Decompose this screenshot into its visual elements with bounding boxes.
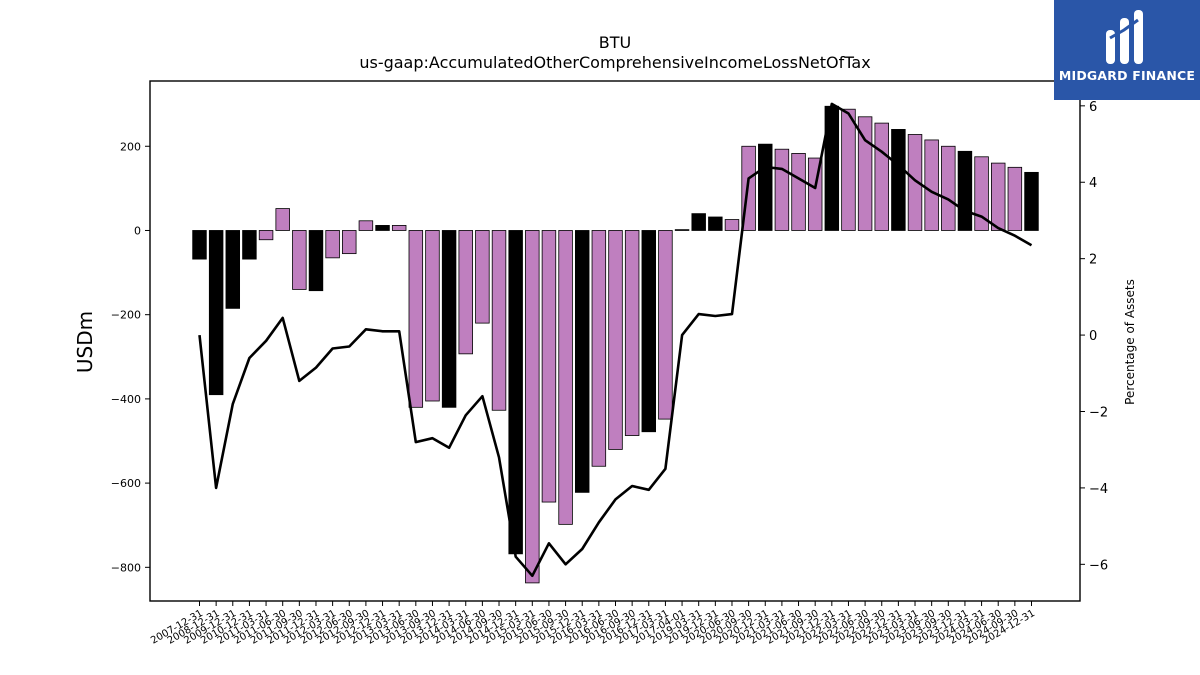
brand-logo: MIDGARD FINANCE — [1054, 0, 1200, 100]
y-tick-label: 0 — [134, 224, 141, 237]
y2-tick-label: −4 — [1089, 482, 1108, 497]
bar-2024-06-30 — [990, 162, 1006, 231]
y2-tick-label: 2 — [1089, 253, 1097, 268]
bar-2016-03-31 — [591, 230, 607, 467]
bar-2023-09-30 — [941, 145, 956, 231]
y2-axis: −6 −4 −2 0 2 4 6 — [1080, 100, 1108, 573]
bar-2022-06-30 — [857, 116, 873, 231]
bar-2023-03-31 — [907, 134, 923, 231]
bar-2011-06-30 — [275, 208, 290, 231]
bar-2014-12-31 — [508, 230, 523, 555]
bar-2012-12-31 — [375, 225, 390, 231]
brand-name: MIDGARD FINANCE — [1058, 68, 1196, 83]
bar-2017-03-31 — [658, 230, 673, 420]
pct-of-assets-line — [198, 102, 1033, 578]
y-axis-label: USDm — [73, 311, 97, 373]
midgard-logo-icon — [1106, 10, 1143, 64]
y-tick-label: −800 — [111, 561, 141, 574]
bar-2015-12-31 — [574, 230, 590, 493]
y2-tick-label: 6 — [1089, 100, 1097, 115]
bar-2008-12-31 — [208, 230, 224, 396]
y-tick-label: −600 — [111, 477, 141, 490]
bar-2019-12-31 — [708, 216, 723, 231]
line-group — [198, 102, 1033, 578]
bar-2017-04-01 — [674, 229, 690, 231]
bar-2011-03-31 — [258, 230, 274, 241]
bar-2022-12-31 — [891, 129, 906, 231]
bar-2024-03-31 — [974, 156, 989, 231]
bar-2015-09-30 — [558, 230, 573, 525]
bar-2014-06-30 — [475, 230, 490, 324]
chart-title: BTU — [599, 33, 631, 52]
bar-2014-09-30 — [491, 230, 507, 411]
y-tick-label: 200 — [120, 140, 141, 153]
bar-2011-12-31 — [308, 230, 324, 292]
bar-2022-03-31 — [841, 108, 856, 231]
y2-tick-label: 0 — [1089, 329, 1097, 344]
bar-2012-09-30 — [358, 220, 374, 231]
bar-2023-06-30 — [924, 139, 939, 231]
bar-2023-12-31 — [957, 150, 973, 231]
bar-2009-12-31 — [225, 230, 241, 309]
bar-2012-06-30 — [342, 230, 357, 255]
bar-2015-03-31 — [525, 230, 540, 584]
x-axis: 2007-12-312008-12-312009-12-312010-12-31… — [149, 601, 1037, 647]
chart-subtitle: us-gaap:AccumulatedOtherComprehensiveInc… — [359, 53, 870, 72]
bar-2013-03-31 — [391, 225, 407, 231]
bar-2007-12-31 — [192, 230, 207, 260]
bar-2020-12-31 — [758, 143, 773, 231]
bar-group — [192, 105, 1039, 584]
bar-2016-12-31 — [641, 230, 657, 433]
bar-2016-06-30 — [608, 230, 623, 450]
y2-axis-label: Percentage of Assets — [1123, 279, 1137, 405]
bar-2016-09-30 — [624, 230, 640, 436]
bar-2013-06-30 — [408, 230, 424, 408]
y-tick-label: −200 — [111, 309, 141, 322]
bar-2013-12-31 — [441, 230, 457, 408]
bar-2010-12-31 — [242, 230, 257, 260]
bar-2024-12-31 — [1024, 171, 1039, 231]
y-axis: −800 −600 −400 −200 0 200 — [111, 140, 150, 574]
y2-tick-label: 4 — [1089, 176, 1097, 191]
y-tick-label: −400 — [111, 393, 141, 406]
bar-2013-09-30 — [425, 230, 440, 402]
bar-2021-03-31 — [774, 148, 790, 231]
bar-2021-06-30 — [791, 153, 806, 231]
bar-2020-06-30 — [724, 219, 740, 231]
y2-tick-label: −6 — [1089, 558, 1108, 573]
bar-2011-09-30 — [292, 230, 307, 290]
bar-2015-06-30 — [541, 230, 557, 503]
bar-2014-03-31 — [458, 230, 473, 355]
bar-2022-09-30 — [874, 122, 889, 231]
bar-2019-03-31 — [691, 213, 706, 231]
y2-tick-label: −2 — [1089, 405, 1108, 420]
bar-2012-03-31 — [325, 230, 340, 259]
bar-2024-09-30 — [1007, 166, 1023, 231]
